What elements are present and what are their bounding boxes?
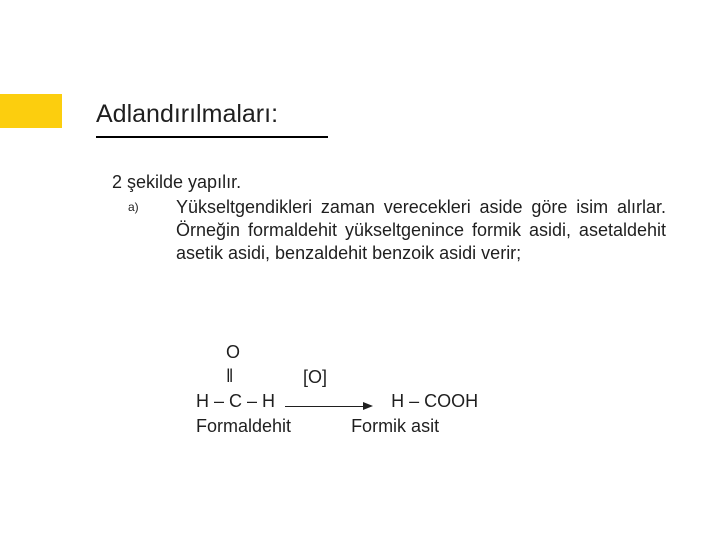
intro-text: 2 şekilde yapılır. xyxy=(112,172,241,193)
list-body: Yükseltgendikleri zaman verecekleri asid… xyxy=(176,196,666,265)
formula-double-bond: ‖ xyxy=(196,364,478,388)
page-title: Adlandırılmaları: xyxy=(96,100,278,129)
formula-names-line: Formaldehit Formik asit xyxy=(196,414,478,438)
formula-reactant: H – C – H xyxy=(196,391,275,411)
formula-block: O ‖ H – C – H [O] H – COOH Formaldehit F… xyxy=(196,340,478,439)
formula-o-atom: O xyxy=(196,340,478,364)
arrow-icon xyxy=(285,398,373,414)
reactant-name: Formaldehit xyxy=(196,416,291,436)
title-underline xyxy=(96,136,328,138)
accent-bar xyxy=(0,94,62,128)
product-name: Formik asit xyxy=(351,416,439,436)
arrow-label: [O] xyxy=(303,365,327,389)
reaction-arrow: [O] xyxy=(285,389,381,414)
list-marker: a) xyxy=(128,200,139,214)
formula-product: H – COOH xyxy=(391,391,478,411)
formula-reaction-line: H – C – H [O] H – COOH xyxy=(196,389,478,415)
